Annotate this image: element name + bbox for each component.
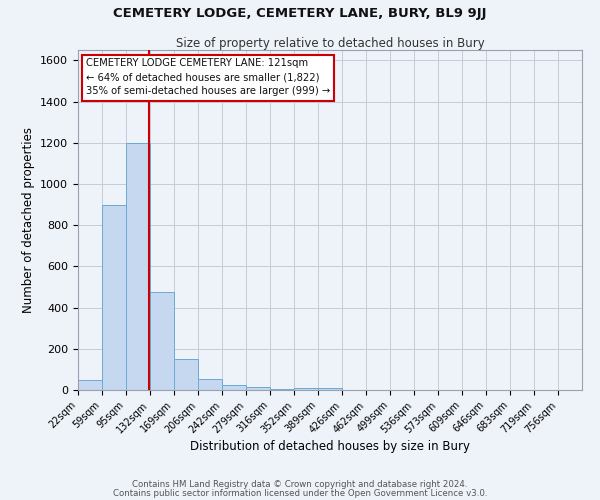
- Bar: [246, 387, 270, 390]
- Bar: [150, 292, 174, 390]
- Y-axis label: Number of detached properties: Number of detached properties: [22, 127, 35, 313]
- X-axis label: Distribution of detached houses by size in Bury: Distribution of detached houses by size …: [190, 440, 470, 453]
- Bar: [126, 142, 150, 390]
- Bar: [102, 204, 126, 390]
- Bar: [78, 380, 102, 390]
- Bar: [198, 378, 222, 390]
- Text: Contains HM Land Registry data © Crown copyright and database right 2024.: Contains HM Land Registry data © Crown c…: [132, 480, 468, 489]
- Bar: [318, 388, 342, 390]
- Text: CEMETERY LODGE CEMETERY LANE: 121sqm
← 64% of detached houses are smaller (1,822: CEMETERY LODGE CEMETERY LANE: 121sqm ← 6…: [86, 58, 330, 96]
- Bar: [222, 385, 246, 390]
- Title: Size of property relative to detached houses in Bury: Size of property relative to detached ho…: [176, 37, 484, 50]
- Bar: [174, 359, 198, 390]
- Text: Contains public sector information licensed under the Open Government Licence v3: Contains public sector information licen…: [113, 489, 487, 498]
- Bar: [270, 389, 294, 390]
- Text: CEMETERY LODGE, CEMETERY LANE, BURY, BL9 9JJ: CEMETERY LODGE, CEMETERY LANE, BURY, BL9…: [113, 8, 487, 20]
- Bar: [294, 388, 318, 390]
